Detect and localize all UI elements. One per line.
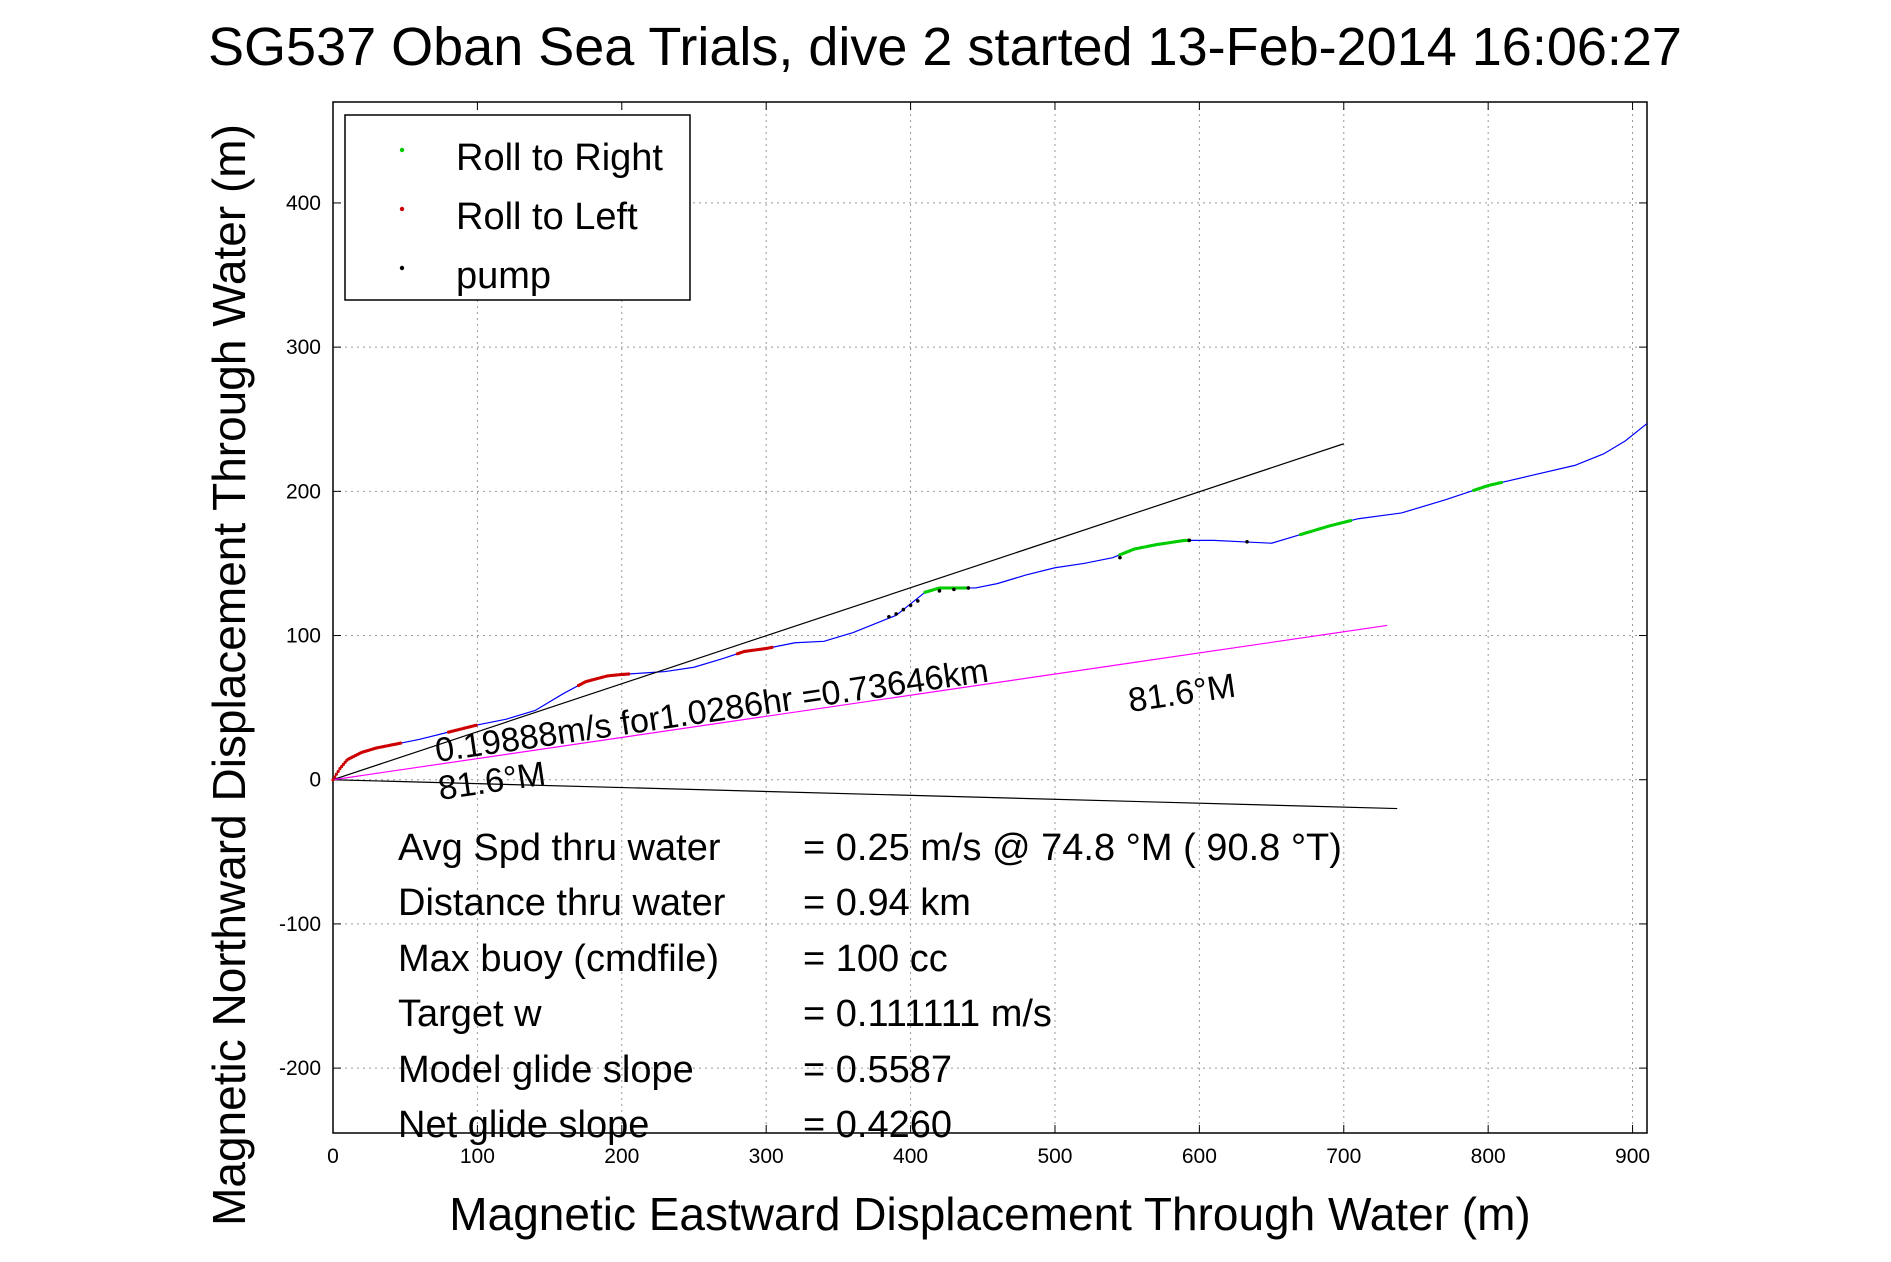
- roll-point: [1349, 519, 1353, 523]
- pump-point: [1118, 555, 1122, 560]
- legend-label-roll-right: Roll to Right: [456, 137, 663, 179]
- stats-block: Avg Spd thru water = 0.25 m/s @ 74.8 °M …: [398, 827, 1342, 1146]
- x-tick-label: 600: [1182, 1145, 1217, 1168]
- y-tick-label: 300: [286, 336, 321, 359]
- data-marks: [331, 480, 1504, 782]
- y-tick-label: -200: [279, 1057, 321, 1080]
- y-axis-label: Magnetic Northward Displacement Through …: [203, 124, 255, 1226]
- legend-marker-roll-left: [399, 206, 405, 212]
- stat-label: Distance thru water: [398, 882, 726, 924]
- roll-point: [627, 672, 631, 676]
- x-tick-label: 100: [460, 1145, 495, 1168]
- pump-point: [1187, 538, 1192, 543]
- roll-point: [1499, 480, 1504, 485]
- grid: [333, 102, 1647, 1133]
- roll-point: [334, 772, 339, 776]
- x-tick-label: 200: [604, 1145, 639, 1168]
- stat-label: Avg Spd thru water: [398, 827, 721, 869]
- y-tick-label: 400: [286, 192, 321, 215]
- x-tick-label: 0: [327, 1145, 339, 1168]
- y-tick-label: 100: [286, 625, 321, 648]
- roll-point: [474, 723, 478, 727]
- legend-marker-pump: [399, 265, 405, 271]
- x-tick-label: 800: [1471, 1145, 1506, 1168]
- stat-label: Net glide slope: [398, 1104, 649, 1146]
- y-tick-label: -100: [279, 913, 321, 936]
- stat-value: = 0.4260: [803, 1104, 952, 1146]
- pump-point: [966, 586, 971, 590]
- stat-value: = 0.25 m/s @ 74.8 °M ( 90.8 °T): [803, 827, 1342, 869]
- roll-point: [331, 778, 335, 782]
- chart-title: SG537 Oban Sea Trials, dive 2 started 13…: [208, 17, 1682, 77]
- stat-value: = 0.111111 m/s: [803, 993, 1052, 1035]
- legend: Roll to Right Roll to Left pump: [344, 114, 691, 301]
- pump-point: [937, 589, 942, 593]
- legend-marker-roll-right: [399, 147, 405, 153]
- stat-value: = 0.5587: [803, 1049, 952, 1091]
- stat-label: Model glide slope: [398, 1049, 694, 1091]
- roll-point: [770, 645, 774, 649]
- pump-point: [916, 599, 920, 603]
- stat-value: = 100 cc: [803, 938, 948, 980]
- pump-point: [908, 603, 913, 608]
- data-lines: [332, 423, 1648, 810]
- stat-label: Target w: [398, 993, 542, 1035]
- roll-point: [338, 767, 342, 771]
- pump-point: [894, 612, 898, 616]
- pump-point: [1245, 539, 1249, 544]
- ticks: 0 100 200 300 400 500 600 700 800 900 -200 -100 0 100…: [279, 102, 1650, 1168]
- pump-point: [901, 607, 906, 612]
- roll-point: [398, 741, 403, 745]
- pump-point: [952, 587, 956, 592]
- x-tick-label: 500: [1037, 1145, 1072, 1168]
- reference-line: [332, 624, 1388, 781]
- x-tick-label: 400: [893, 1145, 928, 1168]
- x-tick-label: 700: [1326, 1145, 1361, 1168]
- pump-point: [887, 614, 891, 619]
- stat-value: = 0.94 km: [803, 882, 971, 924]
- roll-point: [333, 775, 337, 779]
- reference-line: [332, 779, 1398, 810]
- stat-label: Max buoy (cmdfile): [398, 938, 719, 980]
- legend-label-pump: pump: [456, 255, 551, 297]
- x-tick-label: 300: [749, 1145, 784, 1168]
- reference-line: [332, 443, 1344, 781]
- legend-label-roll-left: Roll to Left: [456, 196, 638, 238]
- roll-point: [336, 769, 340, 774]
- x-tick-label: 900: [1615, 1145, 1650, 1168]
- y-tick-label: 0: [309, 769, 321, 792]
- y-tick-label: 200: [286, 480, 321, 503]
- x-axis-label: Magnetic Eastward Displacement Through W…: [449, 1188, 1530, 1240]
